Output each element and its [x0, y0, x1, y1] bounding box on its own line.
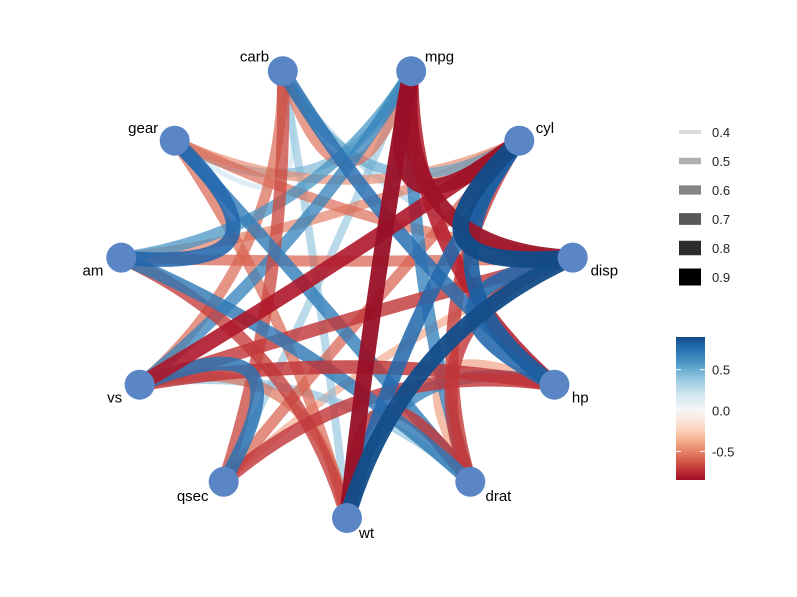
node-wt[interactable] [332, 503, 362, 533]
node-disp[interactable] [557, 242, 588, 273]
edge-disp-wt [338, 249, 581, 527]
edge-mpg-vs [133, 65, 418, 391]
color-legend: 0.5 0.0 -0.5 [676, 337, 734, 480]
size-legend-label-1: 0.5 [712, 154, 730, 169]
nodes-layer [106, 56, 588, 533]
node-am[interactable] [106, 242, 137, 273]
node-carb[interactable] [267, 56, 298, 87]
node-label-mpg: mpg [425, 49, 454, 66]
node-label-gear: gear [128, 120, 158, 137]
node-mpg[interactable] [396, 56, 427, 87]
node-label-vs: vs [107, 390, 122, 407]
node-label-qsec: qsec [177, 488, 209, 505]
node-drat[interactable] [455, 466, 486, 497]
node-label-cyl: cyl [536, 120, 554, 137]
color-legend-label-1: 0.0 [712, 404, 730, 419]
size-legend-label-0: 0.4 [712, 125, 730, 140]
size-legend-label-4: 0.8 [712, 241, 730, 256]
color-legend-label-0: 0.5 [712, 363, 730, 378]
size-legend: 0.4 0.5 0.6 0.7 0.8 0.9 [679, 125, 730, 286]
node-vs[interactable] [124, 369, 155, 400]
node-qsec[interactable] [208, 466, 239, 497]
color-legend-label-2: -0.5 [712, 444, 734, 459]
node-label-hp: hp [572, 390, 589, 407]
size-legend-label-3: 0.7 [712, 212, 730, 227]
node-hp[interactable] [539, 369, 570, 400]
node-cyl[interactable] [504, 125, 535, 156]
node-label-am: am [83, 263, 104, 280]
edge-cyl-disp [452, 132, 581, 268]
edge-qsec-carb [217, 65, 290, 488]
node-label-drat: drat [486, 488, 513, 505]
color-legend-bar [676, 337, 705, 480]
node-label-disp: disp [591, 263, 619, 280]
node-label-wt: wt [358, 525, 375, 542]
node-label-carb: carb [240, 49, 269, 66]
node-gear[interactable] [159, 125, 190, 156]
edge-am-gear [114, 133, 241, 267]
size-legend-label-5: 0.9 [712, 270, 730, 285]
edges-layer [114, 63, 581, 527]
size-legend-label-2: 0.6 [712, 183, 730, 198]
edge-drat-am [114, 251, 477, 489]
edge-mpg-wt [338, 63, 420, 527]
edge-qsec-vs [132, 356, 264, 489]
edge-hp-vs [132, 360, 562, 392]
node-labels-layer: mpg cyl disp hp drat wt qsec vs am gear carb [83, 49, 619, 543]
